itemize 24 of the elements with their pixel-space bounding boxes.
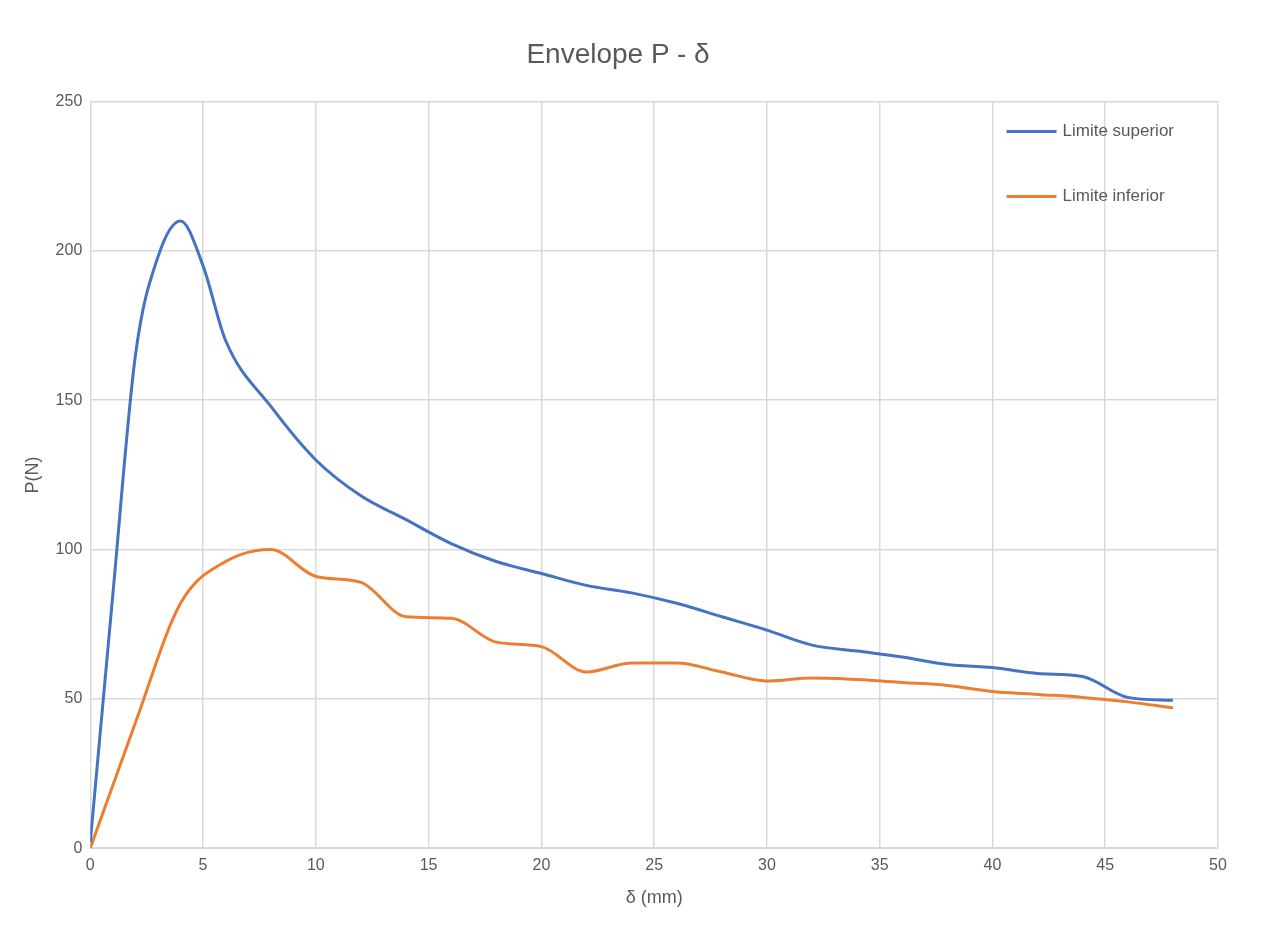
y-tick-label: 0 xyxy=(73,838,83,856)
y-tick-label: 150 xyxy=(55,390,83,408)
x-tick-label: 45 xyxy=(1096,856,1115,874)
x-tick-label: 40 xyxy=(983,856,1002,874)
y-tick-label: 100 xyxy=(55,539,83,557)
y-axis-title: P(N) xyxy=(21,456,42,494)
line-series xyxy=(90,548,1175,849)
x-tick-label: 5 xyxy=(198,856,208,874)
line-series xyxy=(90,219,1175,844)
legend-label: Limite superior xyxy=(1062,121,1175,141)
x-tick-label: 25 xyxy=(645,856,664,874)
legend-label: Limite inferior xyxy=(1062,186,1165,206)
y-tick-label: 50 xyxy=(64,689,83,707)
chart-title: Envelope P - δ xyxy=(526,37,710,69)
y-tick-label: 200 xyxy=(55,241,83,259)
x-tick-label: 30 xyxy=(758,856,776,874)
x-tick-label: 15 xyxy=(419,856,438,874)
x-tick-label: 20 xyxy=(532,856,551,874)
x-tick-label: 50 xyxy=(1209,856,1227,874)
x-tick-label: 35 xyxy=(870,856,889,874)
x-tick-label: 10 xyxy=(306,856,325,874)
y-tick-label: 250 xyxy=(55,92,83,110)
x-tick-label: 0 xyxy=(85,856,95,874)
x-axis-title: δ (mm) xyxy=(625,887,683,908)
